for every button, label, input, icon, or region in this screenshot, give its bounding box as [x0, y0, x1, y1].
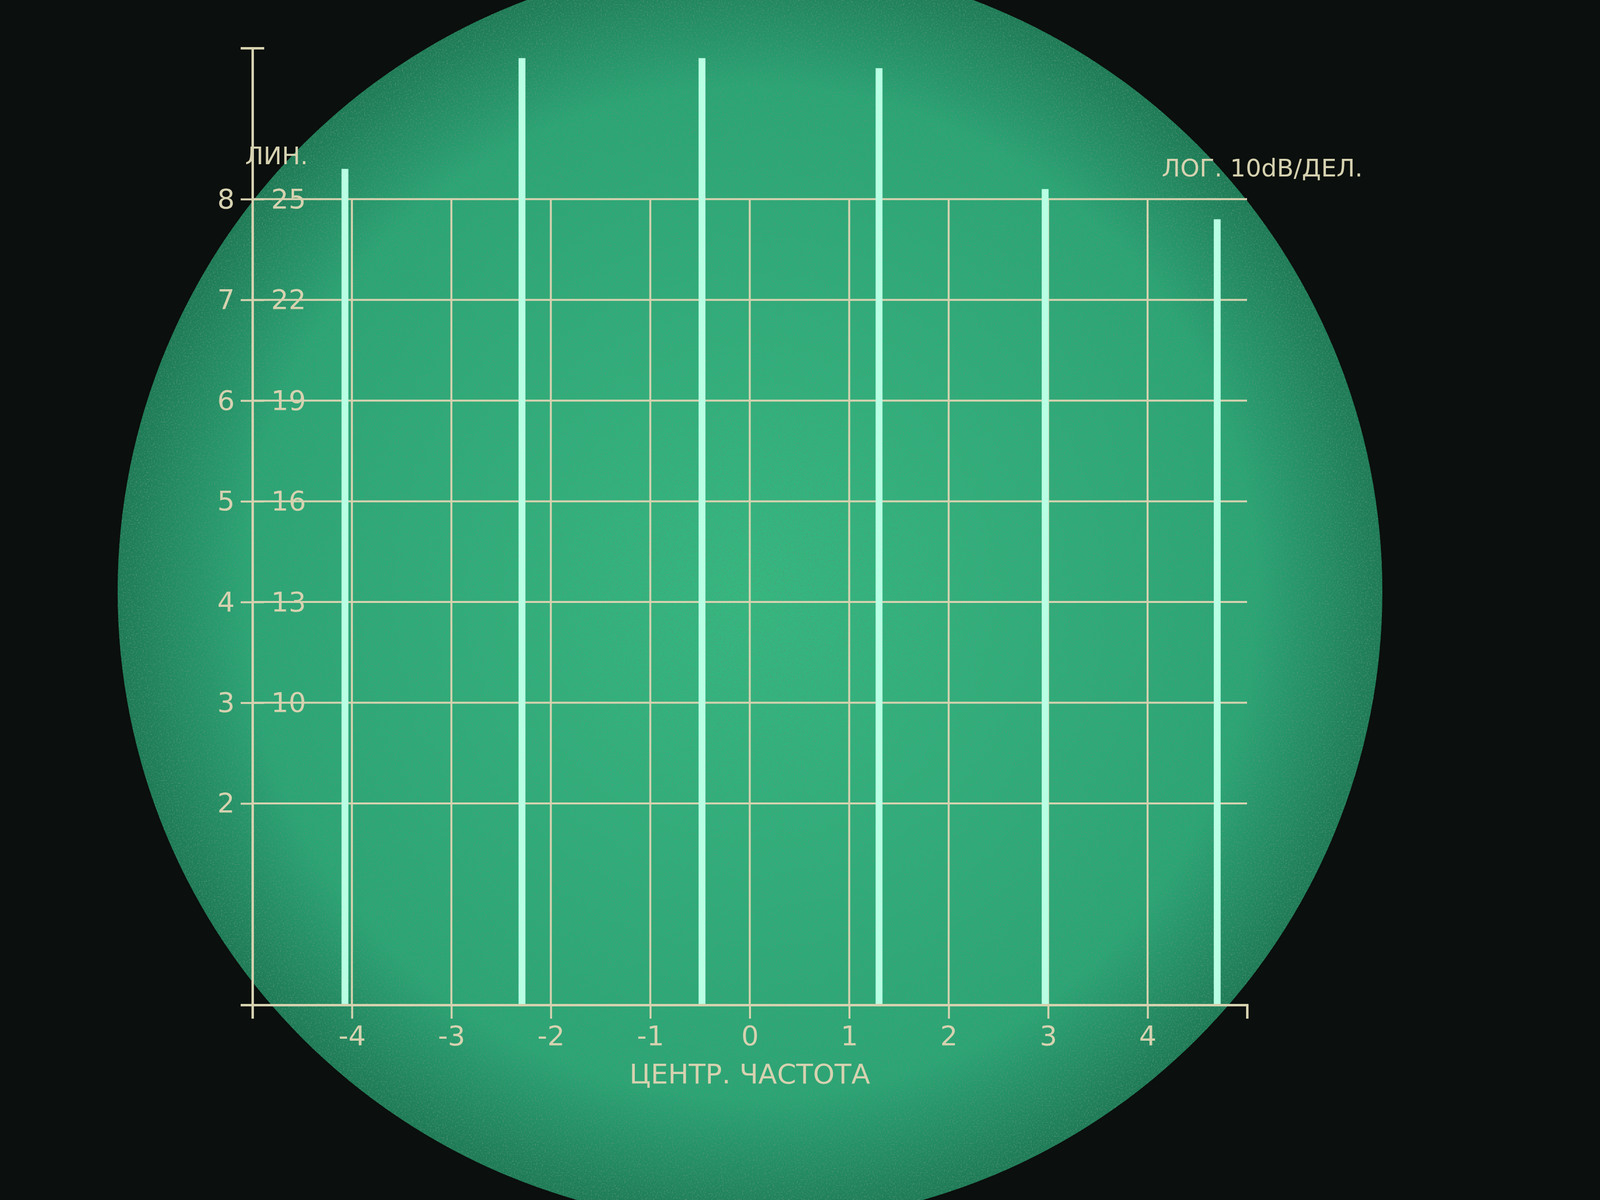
x-axis: -4 -3 -2 -1 0 1 2 3 4 — [252, 1004, 1248, 1052]
y-tick-label: 4 — [217, 585, 235, 618]
spectral-line — [1041, 189, 1049, 1005]
spectral-line — [518, 58, 526, 1005]
x-tick-label: -1 — [636, 1019, 665, 1052]
grid-line-y — [252, 399, 1248, 402]
y2-axis: 10 13 16 19 22 25 — [252, 48, 306, 1006]
tick: 22 — [252, 283, 306, 316]
tick-mark — [252, 198, 265, 201]
y-tick-label: 7 — [217, 283, 235, 316]
tick: 3 — [1039, 1004, 1058, 1052]
tick-mark — [240, 198, 253, 201]
y2-tick-label: 22 — [271, 283, 306, 316]
tick: 10 — [252, 686, 306, 719]
y-label: ЛИН. — [245, 141, 309, 171]
x-label: ЦЕНТР. ЧАСТОТА — [629, 1057, 871, 1090]
tick-mark — [252, 601, 265, 604]
x-tick-label: -2 — [537, 1019, 565, 1052]
tick: -3 — [437, 1004, 466, 1052]
tick-mark — [550, 1004, 552, 1019]
tick: 16 — [252, 484, 306, 517]
spectral-line — [875, 68, 883, 1005]
tick: 7 — [217, 283, 253, 316]
x-tick-label: 2 — [940, 1019, 958, 1052]
tick: -1 — [636, 1004, 665, 1052]
y-tick-label: 2 — [217, 786, 235, 819]
grid-line-y — [252, 802, 1248, 805]
grid-line-y — [252, 600, 1248, 603]
tick-mark — [252, 400, 265, 402]
tick-mark — [240, 802, 253, 805]
tick-mark — [450, 1004, 453, 1019]
tick-mark — [240, 400, 253, 402]
grid-line-y — [252, 299, 1248, 301]
y2-tick-label: 16 — [271, 484, 306, 517]
crt-noise — [117, 0, 1383, 1200]
x-tick-label: -4 — [338, 1019, 366, 1052]
tick-mark — [1147, 1004, 1150, 1019]
tick-mark — [1047, 1004, 1050, 1019]
y-tick-label: 3 — [217, 686, 235, 719]
axis-line — [252, 1005, 1248, 1020]
tick-mark — [240, 601, 253, 604]
y2-tick-label: 25 — [271, 182, 306, 215]
spectral-line — [698, 58, 706, 1005]
tick: 3 — [217, 686, 253, 719]
axis-line — [240, 48, 253, 1006]
y2-tick-label: 19 — [271, 384, 306, 417]
x-tick-label: 4 — [1139, 1019, 1157, 1052]
tick-mark — [948, 1004, 950, 1019]
spectral-line — [1213, 219, 1221, 1005]
spectral-lines — [341, 58, 1221, 1005]
x-tick-label: -3 — [437, 1019, 466, 1052]
tick-mark — [252, 299, 265, 301]
tick-mark — [252, 500, 265, 503]
tick-mark — [240, 701, 253, 704]
tick: 25 — [252, 182, 306, 215]
tick-mark — [649, 1004, 652, 1019]
chart: -4 -3 -2 -1 0 1 2 3 4 2 3 4 5 6 7 8 10 13 16 19 22 25 ЛИН. ЛОГ.… — [0, 0, 1600, 1200]
y2-label: ЛОГ. 10dB/ДЕЛ. — [1161, 153, 1363, 183]
tick: 4 — [1139, 1004, 1157, 1052]
tick: 0 — [741, 1004, 759, 1052]
tick: 19 — [252, 384, 306, 417]
y-tick-label: 5 — [217, 484, 235, 517]
y-tick-label: 6 — [217, 384, 235, 417]
spectral-line — [341, 169, 349, 1005]
tick: 2 — [217, 786, 253, 819]
grid-line-y — [252, 701, 1248, 704]
y2-tick-label: 10 — [271, 686, 306, 719]
tick: 13 — [252, 585, 306, 618]
tick-mark — [252, 701, 265, 704]
tick: -2 — [537, 1004, 565, 1052]
grid-line-y — [252, 500, 1248, 503]
grid — [252, 199, 1248, 1005]
tick-mark — [749, 1004, 751, 1019]
y-tick-label: 8 — [217, 182, 235, 215]
tick-mark — [240, 299, 253, 301]
tick-mark — [240, 500, 253, 503]
grid-line-y — [252, 198, 1248, 200]
tick: 8 — [217, 182, 253, 215]
y-axis: 2 3 4 5 6 7 8 — [217, 48, 253, 1006]
x-tick-label: 1 — [840, 1019, 859, 1052]
x-tick-label: 0 — [741, 1019, 759, 1052]
tick: -4 — [338, 1004, 366, 1052]
tick: 5 — [217, 484, 253, 517]
y2-tick-label: 13 — [271, 585, 306, 618]
tick: 4 — [217, 585, 253, 618]
axis-line — [252, 48, 265, 1006]
x-tick-label: 3 — [1039, 1019, 1058, 1052]
tick-mark — [848, 1004, 851, 1019]
tick: 6 — [217, 384, 253, 417]
tick-mark — [350, 1004, 353, 1019]
tick: 2 — [940, 1004, 958, 1052]
tick: 1 — [840, 1004, 859, 1052]
crt-screen — [117, 0, 1383, 1200]
